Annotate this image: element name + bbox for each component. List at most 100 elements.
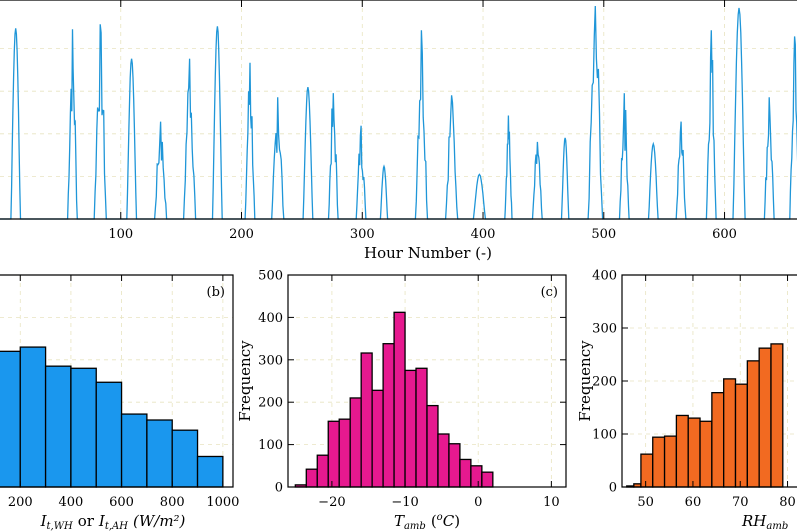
- panel-b-xlabel-s1: t,WH: [47, 521, 73, 532]
- panel-b-xtick-label: 800: [160, 495, 185, 510]
- panel-c-bar: [305, 468, 318, 488]
- panel-c-xlabel-sub: amb: [404, 521, 426, 532]
- panel-d-ytick-label: 0: [609, 481, 617, 496]
- panel-d-bar: [758, 347, 772, 488]
- panel-b-bar: [196, 455, 224, 488]
- panel-b-bar: [0, 350, 21, 488]
- panel-d-bar: [770, 343, 784, 488]
- panel-a-grid: [0, 0, 797, 219]
- panel-d-bar: [734, 383, 748, 488]
- panel-c-xlabel-open: (: [431, 512, 437, 530]
- panel-c-xlabel-close: ): [454, 512, 460, 530]
- panel-a-series-line: [0, 5, 797, 220]
- panel-d-bar: [687, 417, 701, 488]
- panel-b: 200 400 600 800 1000 (b) It,WH or It,AH (W/m²): [0, 274, 239, 532]
- panel-d-ytick-label: 400: [592, 269, 617, 284]
- panel-b-xlabel-i1: I: [40, 512, 48, 530]
- panel-d-xlabel-main: RH: [741, 512, 767, 530]
- panel-d-bar: [675, 414, 689, 488]
- panel-b-bars: [0, 346, 224, 488]
- panel-d-bar: [663, 435, 678, 488]
- panel-c-bar: [393, 311, 406, 488]
- panel-b-bar: [146, 419, 173, 488]
- panel-a: 100 200 300 400 500 600 Hour Number (-): [0, 0, 797, 262]
- panel-c-xtick-label: 10: [543, 495, 560, 510]
- panel-b-bar: [120, 413, 148, 488]
- panel-c-ytick-label: 300: [258, 353, 283, 368]
- panel-d-bar: [699, 420, 713, 488]
- panel-b-xtick-label: 400: [58, 495, 83, 510]
- panel-c-bar: [371, 389, 384, 488]
- panel-c-ytick-label: 400: [258, 311, 283, 326]
- panel-d-bar: [640, 453, 654, 488]
- panel-c-bar: [437, 433, 450, 488]
- panel-c-bar: [415, 367, 428, 488]
- panel-b-xtick-label: 1000: [206, 495, 239, 510]
- panel-a-tick-label: 500: [591, 227, 616, 242]
- panel-c-bar: [448, 443, 461, 488]
- panel-b-xlabel-unit: (W/m²): [133, 512, 186, 530]
- panel-c-ylabel: Frequency: [236, 340, 254, 422]
- panel-a-tick-label: 100: [108, 227, 133, 242]
- panel-b-axis-frame: [0, 274, 234, 488]
- panel-d-xtick-label: 70: [732, 495, 749, 510]
- panel-b-ticks: 200 400 600 800 1000: [8, 275, 239, 510]
- panel-d-bar: [746, 360, 760, 488]
- panel-c-label: (c): [541, 285, 558, 300]
- panel-c-bar: [360, 352, 373, 488]
- panel-d-xtick-label: 60: [685, 495, 702, 510]
- panel-c-bar: [404, 369, 417, 488]
- panel-b-label: (b): [207, 285, 225, 300]
- panel-c-xlabel: Tamb (oC): [394, 512, 460, 532]
- panel-d-xtick-label: 80: [779, 495, 796, 510]
- panel-b-xlabel-s2: t,AH: [105, 521, 128, 532]
- panel-c-bars: [294, 311, 494, 488]
- panel-a-axis-frame: [0, 0, 797, 220]
- panel-c-bar: [470, 465, 483, 488]
- panel-a-ticks: 100 200 300 400 500 600: [108, 0, 737, 242]
- panel-b-xtick-label: 200: [8, 495, 33, 510]
- panel-c-bar: [316, 454, 329, 488]
- panel-c-xtick-label: 0: [474, 495, 482, 510]
- panel-c-ytick-label: 500: [258, 269, 283, 284]
- panel-d-bar: [723, 378, 737, 488]
- panel-d-xlabel-sub: amb: [766, 521, 788, 532]
- panel-b-bar: [70, 367, 97, 488]
- panel-b-xlabel: It,WH or It,AH (W/m²): [40, 512, 186, 532]
- panel-d-bar: [711, 392, 725, 488]
- panel-d-xtick-label: 50: [637, 495, 654, 510]
- panel-d-ytick-label: 200: [592, 375, 617, 390]
- panel-a-xlabel: Hour Number (-): [364, 244, 492, 262]
- panel-c-bar: [382, 343, 395, 488]
- panel-c-ytick-label: 100: [258, 438, 283, 453]
- panel-c-xlabel-unit: C: [443, 512, 455, 530]
- panel-d-ticks: 50 60 70 80 0 100 200 300 400: [592, 269, 796, 511]
- panel-c-bar: [426, 404, 439, 488]
- panel-c-ytick-label: 200: [258, 396, 283, 411]
- panel-b-bar: [19, 346, 47, 488]
- panel-c-xlabel-sup: o: [437, 512, 443, 523]
- panel-c-bar: [327, 420, 340, 488]
- panel-c-xlabel-main: T: [394, 512, 405, 530]
- panel-d-ytick-label: 300: [592, 322, 617, 337]
- panel-d-bar: [652, 436, 666, 488]
- panel-c-xtick-label: −10: [391, 495, 418, 510]
- panel-c-bar: [349, 397, 362, 488]
- panel-b-bar: [95, 381, 123, 488]
- panel-c-bar: [338, 418, 351, 488]
- panel-b-bar: [44, 365, 72, 488]
- panel-d-ylabel: Frequency: [576, 340, 594, 422]
- panel-a-tick-label: 300: [350, 227, 375, 242]
- panel-b-xlabel-or: or: [78, 512, 95, 530]
- panel-c-bar: [481, 471, 494, 488]
- panel-d: 50 60 70 80 0 100 200 300 400 Frequency RHamb: [576, 269, 797, 532]
- panel-c-axis-frame: [287, 274, 567, 488]
- panel-b-bar: [171, 429, 199, 488]
- panel-b-xlabel-i2: I: [98, 512, 106, 530]
- panel-d-bars: [626, 343, 784, 488]
- panel-c-ytick-label: 0: [275, 481, 283, 496]
- panel-c-bar: [459, 458, 472, 488]
